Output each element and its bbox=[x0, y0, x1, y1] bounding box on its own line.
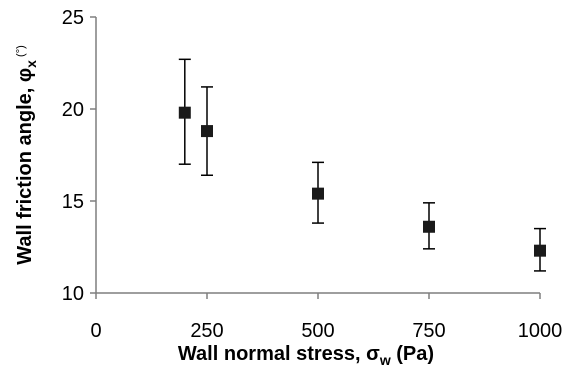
x-tick-label: 0 bbox=[90, 320, 101, 342]
x-tick-label: 1000 bbox=[518, 320, 563, 342]
y-axis-title-main: Wall friction angle, φ bbox=[14, 68, 36, 265]
x-axis-title: Wall normal stress, σw (Pa) bbox=[178, 343, 434, 368]
x-axis-title-sub: w bbox=[379, 352, 391, 368]
square-marker bbox=[178, 106, 191, 119]
y-tick-label: 10 bbox=[62, 283, 84, 305]
data-points bbox=[178, 58, 546, 272]
square-marker bbox=[423, 220, 435, 233]
y-tick-label: 25 bbox=[62, 7, 84, 29]
y-axis-title: Wall friction angle, φx (°) bbox=[14, 45, 39, 265]
data-point bbox=[201, 86, 213, 176]
x-axis-title-main: Wall normal stress, σ bbox=[178, 343, 380, 365]
x-tick-label: 250 bbox=[190, 320, 223, 342]
square-marker bbox=[534, 244, 546, 257]
x-ticks: 0 250 500 750 1000 bbox=[90, 293, 562, 342]
data-point bbox=[423, 202, 435, 250]
axes bbox=[95, 17, 540, 294]
x-axis-title-tail: (Pa) bbox=[391, 343, 434, 365]
y-tick-label: 15 bbox=[62, 191, 84, 213]
data-point bbox=[312, 161, 324, 224]
y-tick-label: 20 bbox=[62, 99, 84, 121]
data-point bbox=[534, 227, 546, 272]
data-point bbox=[178, 58, 191, 165]
x-tick-label: 500 bbox=[301, 320, 334, 342]
y-axis-title-sup: (°) bbox=[15, 45, 27, 60]
y-ticks: 10 15 20 25 bbox=[62, 7, 96, 305]
x-tick-label: 750 bbox=[412, 320, 445, 342]
y-axis-title-sub: x bbox=[23, 60, 39, 68]
square-marker bbox=[201, 125, 213, 138]
square-marker bbox=[312, 187, 324, 200]
